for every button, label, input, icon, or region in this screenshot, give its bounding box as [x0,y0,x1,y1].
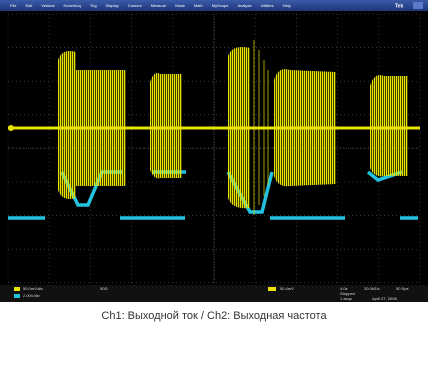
coupling: 50Ω [100,286,107,291]
menu-item[interactable]: Horiz/Acq [63,3,80,8]
trigger-badge [268,287,276,291]
menu-item[interactable]: Analyze [237,3,252,8]
scope-screen: File Edit Vertical Horiz/Acq Trig Display Curs… [0,0,428,302]
acq-rate: 50 Sps [396,286,408,291]
run-state: Stopped [340,291,355,296]
menu-items: File Edit Vertical Horiz/Acq Trig Display Curs… [10,3,292,8]
ch2-badge [14,294,20,298]
menu-item[interactable]: Edit [25,3,33,8]
menu-item[interactable]: Mask [175,3,185,8]
timebase: 4.0s [340,286,348,291]
trigger-level: 50.4mV [280,286,294,291]
brand: Tek [395,3,403,9]
menu-button[interactable] [413,2,423,9]
menu-item[interactable]: MyScope [212,3,229,8]
status-bar [0,285,428,302]
menu-item[interactable]: Vertical [41,3,54,8]
menu-item[interactable]: Help [283,3,292,8]
menu-item[interactable]: Measure [151,3,167,8]
ch1-scale: 50.0mV/div [23,286,43,291]
date: April 27, 2008 [372,296,397,301]
menu-item[interactable]: File [10,3,17,8]
menu-item[interactable]: Cursors [128,3,142,8]
ch2-scale: 2.00V/div [23,293,40,298]
ch1-marker [8,125,14,131]
acq-count: 1 acqs [340,296,352,301]
menu-bar [0,0,428,11]
menu-item[interactable]: Math [194,3,203,8]
ch1-badge [14,287,20,291]
menu-item[interactable]: Trig [90,3,97,8]
menu-item[interactable]: Utilities [261,3,274,8]
ch1-bursts [58,40,408,215]
caption: Ch1: Выходной ток / Ch2: Выходная частот… [101,310,327,322]
sample-rate: 20.0kS/s [364,286,380,291]
menu-item[interactable]: Display [106,3,119,8]
